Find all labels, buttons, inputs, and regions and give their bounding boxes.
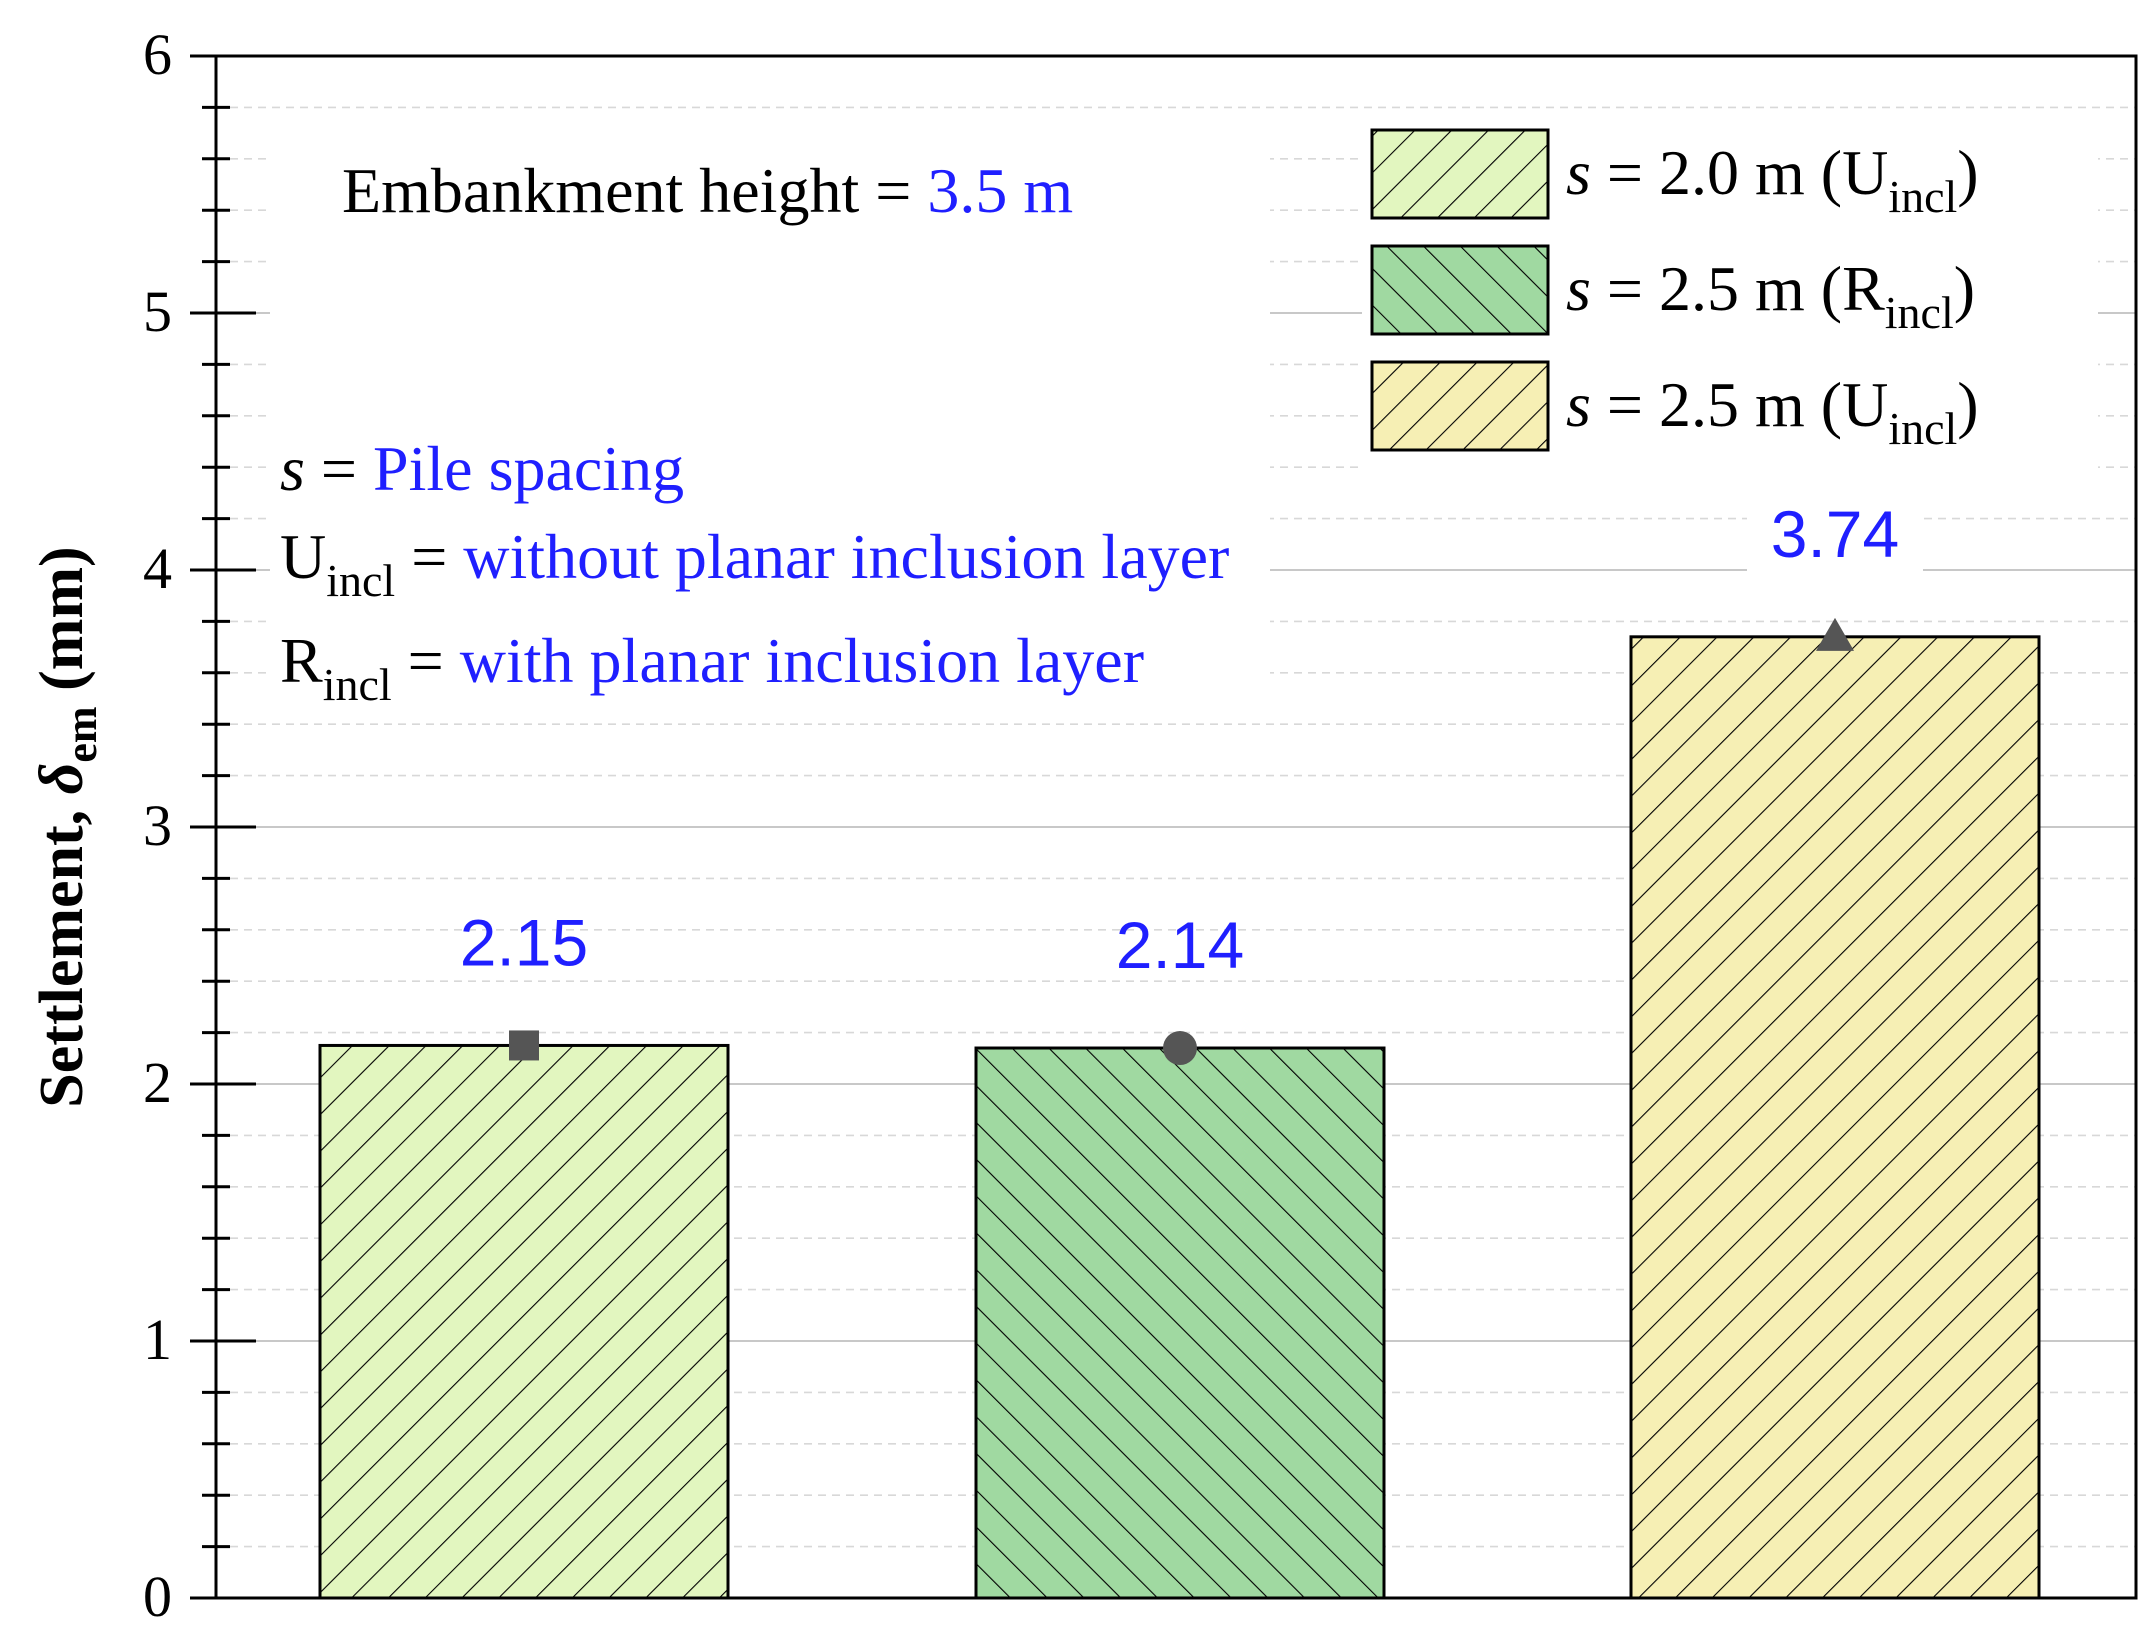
legend-suffix: ): [1957, 369, 1978, 440]
u-eq: =: [395, 521, 463, 592]
legend-suffix: ): [1954, 253, 1975, 324]
annotation-bg: [270, 120, 1270, 700]
embankment-height-value: 3.5 m: [927, 155, 1073, 226]
y-tick-label: 2: [143, 1050, 172, 1115]
y-axis-label: Settlement, δem (mm): [28, 546, 106, 1107]
legend-label: s = 2.5 m (Uincl): [1566, 369, 1979, 454]
r-sub: incl: [323, 659, 392, 710]
legend-swatch: [1370, 360, 1550, 452]
legend-mid: = 2.0 m (U: [1591, 137, 1888, 208]
data-label: 3.74: [1771, 497, 1899, 571]
r-def: with planar inclusion layer: [460, 625, 1144, 696]
u-sub: incl: [326, 555, 395, 606]
r-incl-definition: Rincl = with planar inclusion layer: [280, 625, 1144, 710]
y-axis-label-sub: em: [57, 706, 106, 762]
u-def: without planar inclusion layer: [463, 521, 1229, 592]
legend-label: s = 2.0 m (Uincl): [1566, 137, 1979, 222]
r-eq: =: [392, 625, 460, 696]
legend-prefix: s: [1566, 137, 1591, 208]
embankment-height-label: Embankment height =: [342, 155, 927, 226]
s-eq: =: [305, 433, 373, 504]
legend-sub: incl: [1888, 171, 1957, 222]
y-tick-label: 4: [143, 536, 172, 601]
r-symbol: R: [280, 625, 323, 696]
bar: [1629, 635, 2041, 1600]
y-tick-label: 5: [143, 279, 172, 344]
bars-group: 2.15 2.14 3.74: [318, 486, 2041, 1600]
square-marker: [509, 1030, 539, 1061]
legend-sub: incl: [1888, 403, 1957, 454]
s-symbol: s: [280, 433, 305, 504]
u-incl-definition: Uincl = without planar inclusion layer: [280, 521, 1229, 606]
legend-mid: = 2.5 m (R: [1591, 253, 1885, 324]
legend-swatch: [1370, 128, 1550, 220]
legend-swatch: [1370, 244, 1550, 336]
y-axis-label-unit: (mm): [28, 546, 96, 706]
y-tick-label: 6: [143, 22, 172, 87]
pile-spacing-definition: s = Pile spacing: [280, 433, 684, 504]
y-tick-label: 0: [143, 1564, 172, 1628]
y-axis-label-symbol: δ: [28, 763, 96, 795]
y-axis: 0 1 2 3 4 5 6: [143, 22, 256, 1628]
legend: s = 2.0 m (Uincl)s = 2.5 m (Rincl)s = 2.…: [1370, 128, 1979, 454]
circle-marker: [1163, 1031, 1197, 1066]
legend-prefix: s: [1566, 369, 1591, 440]
y-axis-label-text: Settlement,: [28, 794, 96, 1107]
s-def: Pile spacing: [373, 433, 684, 504]
data-label: 2.14: [1116, 908, 1244, 982]
embankment-height-annotation: Embankment height = 3.5 m: [342, 155, 1073, 226]
legend-label: s = 2.5 m (Rincl): [1566, 253, 1975, 338]
legend-sub: incl: [1885, 287, 1954, 338]
bar: [974, 1046, 1386, 1600]
data-label-bg: [1747, 486, 1923, 573]
triangle-marker: [1816, 617, 1854, 651]
y-tick-label: 1: [143, 1307, 172, 1372]
legend-suffix: ): [1957, 137, 1978, 208]
y-tick-label: 3: [143, 793, 172, 858]
bar: [318, 1043, 730, 1600]
u-symbol: U: [280, 521, 326, 592]
legend-mid: = 2.5 m (U: [1591, 369, 1888, 440]
legend-prefix: s: [1566, 253, 1591, 324]
data-label: 2.15: [460, 905, 588, 979]
